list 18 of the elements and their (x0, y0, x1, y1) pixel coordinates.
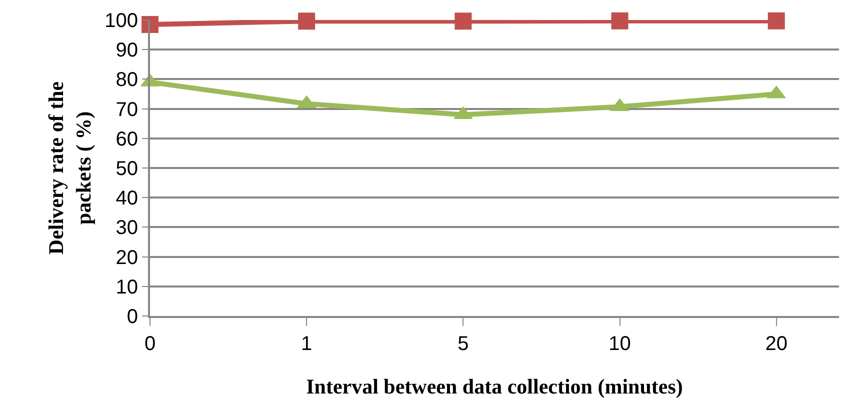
x-axis-title: Interval between data collection (minutes) (306, 374, 683, 399)
x-tick-label: 0 (144, 333, 156, 355)
y-tick-label: 90 (116, 40, 138, 62)
y-tick-label: 10 (116, 276, 138, 298)
x-tick-label: 5 (458, 333, 469, 355)
x-tick-label: 20 (765, 333, 788, 355)
y-tick-label: 70 (116, 98, 138, 121)
x-tick-label: 10 (608, 333, 631, 355)
y-tick-label: 60 (116, 128, 138, 150)
y-tick-label: 80 (116, 69, 138, 92)
x-tick-label: 1 (301, 333, 312, 355)
y-tick-label: 30 (116, 217, 138, 240)
y-tick-label: 0 (126, 306, 138, 328)
y-tick-label: 20 (116, 246, 138, 269)
y-tick-label: 50 (116, 158, 138, 180)
y-tick-label: 100 (104, 10, 138, 32)
y-axis-title: Delivery rate of the packets ( %) (44, 81, 96, 255)
y-tick-label: 40 (116, 188, 138, 210)
